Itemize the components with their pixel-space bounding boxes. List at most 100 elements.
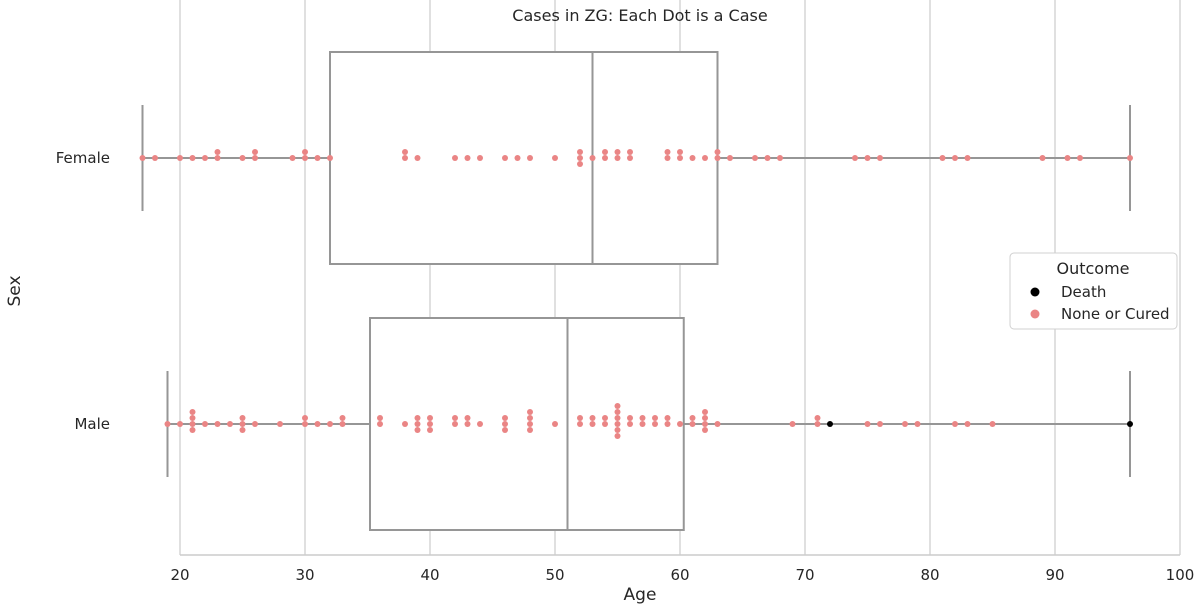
data-point — [164, 421, 171, 427]
data-point — [414, 415, 421, 421]
data-point — [689, 415, 696, 421]
data-point — [514, 155, 521, 161]
data-point — [652, 421, 658, 427]
data-point — [652, 415, 658, 421]
box-female — [329, 51, 719, 265]
data-point — [677, 155, 683, 161]
data-point — [777, 155, 783, 161]
data-point — [764, 155, 771, 161]
data-point — [964, 155, 971, 161]
legend-frame — [1009, 252, 1178, 330]
data-point — [702, 155, 708, 161]
data-point — [189, 155, 196, 161]
swarm-points — [139, 149, 1133, 439]
data-point — [402, 149, 408, 155]
data-point — [689, 421, 696, 427]
data-point — [714, 421, 721, 427]
data-point — [702, 409, 708, 415]
data-point — [577, 421, 583, 427]
data-point — [1039, 155, 1046, 161]
data-point — [302, 155, 308, 161]
data-point — [189, 427, 196, 433]
data-point — [452, 415, 458, 421]
data-point — [427, 421, 433, 427]
data-point — [314, 421, 321, 427]
legend-marker-death — [1030, 287, 1040, 297]
data-point — [664, 149, 671, 155]
data-point — [502, 421, 508, 427]
data-point — [502, 155, 508, 161]
data-point — [377, 415, 383, 421]
data-point — [627, 421, 633, 427]
data-point — [452, 155, 458, 161]
data-point — [464, 415, 471, 421]
data-point — [527, 427, 533, 433]
data-point — [239, 427, 246, 433]
data-point — [452, 421, 458, 427]
legend-title: Outcome — [1056, 259, 1129, 278]
x-tick-label: 70 — [795, 566, 814, 584]
data-point — [602, 415, 608, 421]
data-point — [577, 149, 583, 155]
data-point — [527, 415, 533, 421]
data-point — [827, 421, 833, 427]
data-point — [239, 155, 246, 161]
data-point — [527, 421, 533, 427]
data-point — [214, 155, 221, 161]
data-point — [139, 155, 146, 161]
data-point — [252, 149, 258, 155]
data-point — [939, 155, 946, 161]
x-tick-label: 50 — [545, 566, 564, 584]
data-point — [589, 415, 596, 421]
data-point — [952, 155, 958, 161]
data-point — [152, 155, 158, 161]
data-point — [702, 421, 708, 427]
data-point — [227, 421, 233, 427]
data-point — [314, 155, 321, 161]
data-point — [427, 415, 433, 421]
data-point — [214, 421, 221, 427]
x-tick-labels: 20 30 40 50 60 70 80 90 100 — [170, 566, 1194, 584]
data-point — [1127, 155, 1133, 161]
data-point — [1127, 421, 1133, 427]
data-point — [964, 421, 971, 427]
data-point — [202, 421, 208, 427]
legend-label-none-or-cured: None or Cured — [1061, 305, 1170, 323]
data-point — [414, 427, 421, 433]
data-point — [614, 155, 621, 161]
data-point — [952, 421, 958, 427]
data-point — [727, 155, 733, 161]
x-tick-label: 60 — [670, 566, 689, 584]
data-point — [214, 149, 221, 155]
data-point — [614, 149, 621, 155]
legend-marker-none-or-cured — [1030, 309, 1040, 319]
data-point — [752, 155, 758, 161]
data-point — [664, 415, 671, 421]
data-point — [864, 421, 871, 427]
data-point — [702, 415, 708, 421]
x-tick-label: 100 — [1166, 566, 1195, 584]
data-point — [464, 421, 471, 427]
data-point — [614, 427, 621, 433]
data-point — [627, 415, 633, 421]
data-point — [664, 155, 671, 161]
data-point — [814, 415, 821, 421]
data-point — [527, 409, 533, 415]
data-point — [814, 421, 821, 427]
data-point — [677, 421, 683, 427]
data-point — [289, 155, 296, 161]
data-point — [714, 155, 721, 161]
data-point — [252, 421, 258, 427]
data-point — [689, 155, 696, 161]
data-point — [202, 155, 208, 161]
data-point — [189, 409, 196, 415]
data-point — [789, 421, 796, 427]
data-point — [639, 421, 646, 427]
data-point — [464, 155, 471, 161]
data-point — [602, 421, 608, 427]
data-point — [177, 421, 183, 427]
data-point — [877, 155, 883, 161]
data-point — [327, 421, 333, 427]
data-point — [577, 155, 583, 161]
